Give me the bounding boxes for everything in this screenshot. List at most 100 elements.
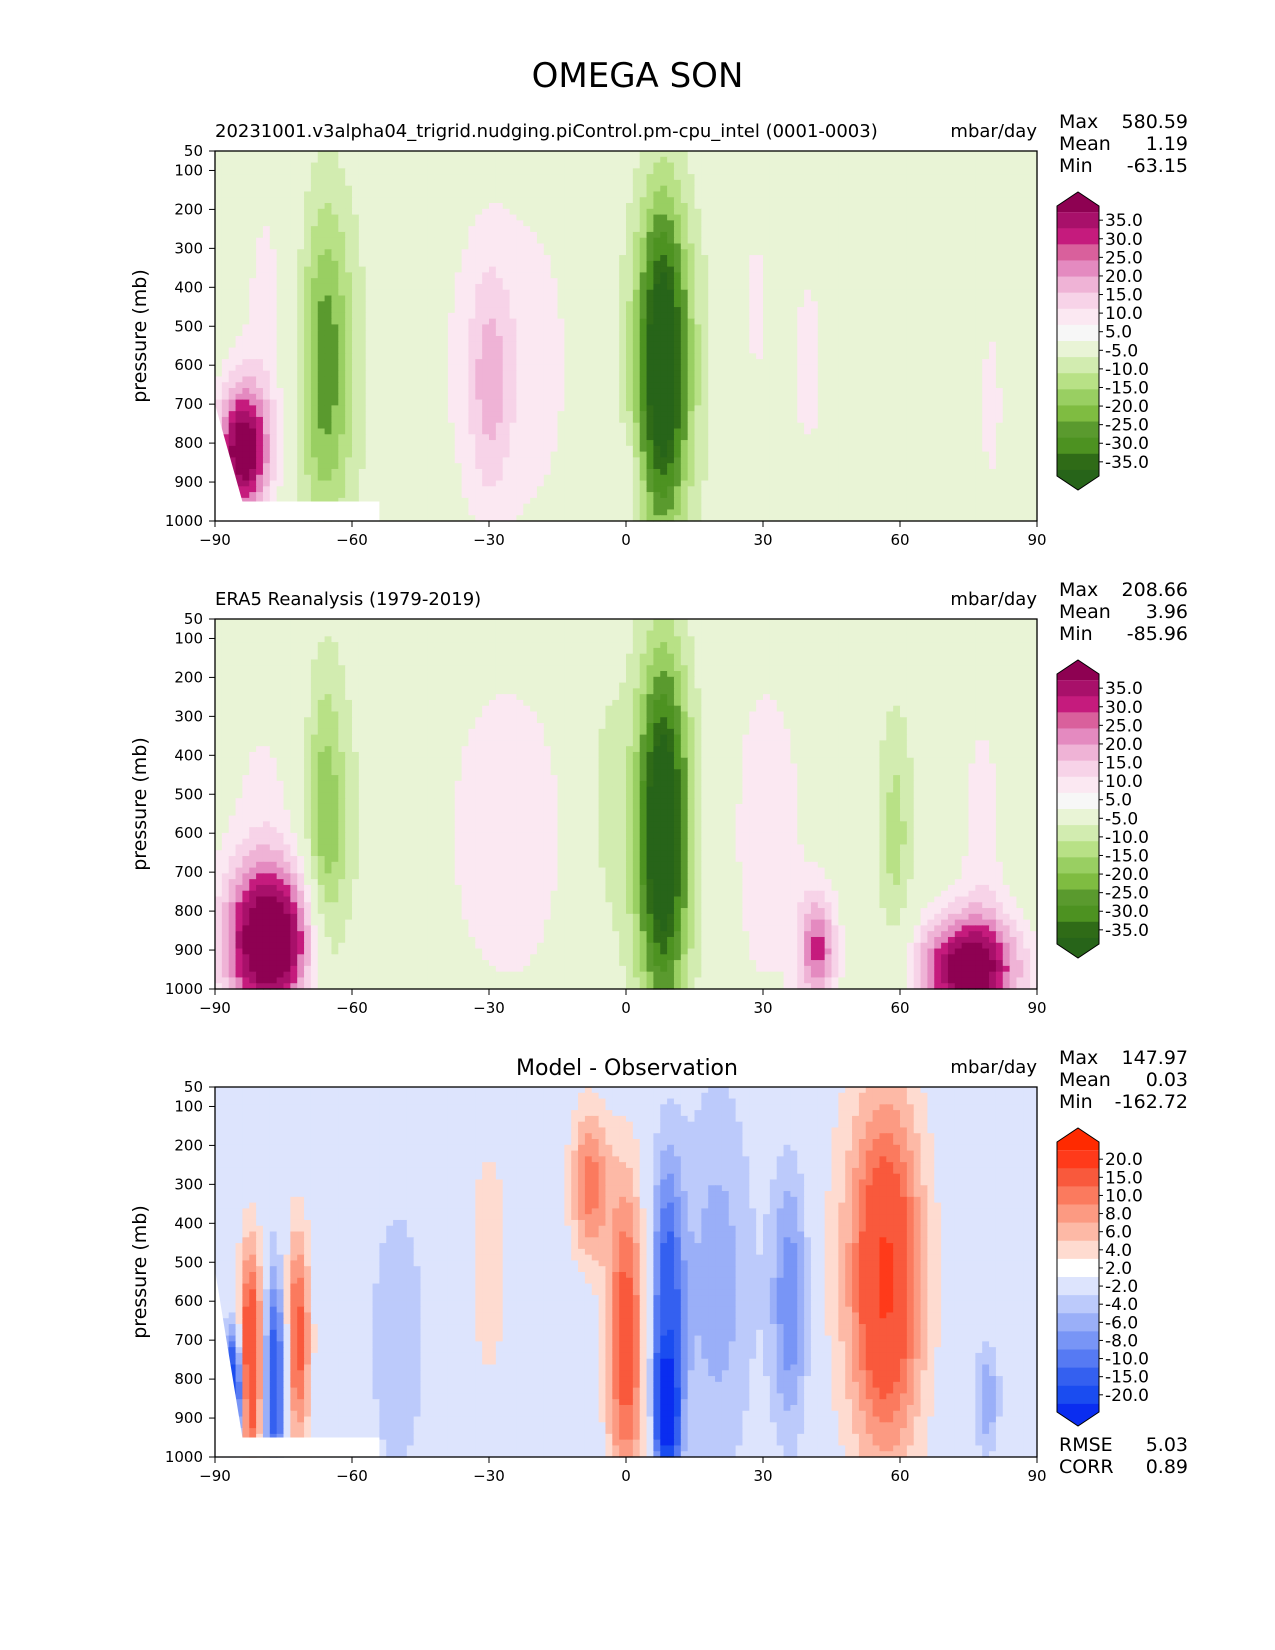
field-cell [365,174,374,181]
field-cell [653,220,661,227]
field-cell [763,341,771,349]
field-cell [660,289,668,297]
field-cell [502,231,511,239]
field-cell [728,191,737,198]
field-cell [947,324,956,331]
field-cell [591,185,600,193]
field-cell [297,255,305,262]
field-cell [619,364,627,372]
field-cell [557,341,565,349]
field-cell [489,324,497,331]
field-cell [886,237,894,245]
field-cell [947,376,956,383]
field-cell [975,307,983,314]
field-cell [1016,312,1024,320]
field-cell [653,266,661,273]
field-cell [845,341,853,349]
field-cell [475,249,483,256]
field-cell [763,168,771,175]
field-cell [530,382,538,389]
field-cell [228,307,237,314]
field-cell [276,260,285,268]
field-cell [386,295,394,302]
field-cell [906,185,915,193]
field-cell [783,208,791,216]
field-cell [420,185,428,193]
field-cell [324,330,333,337]
field-cell [536,231,545,239]
field-cell [824,353,833,360]
field-cell [482,324,490,331]
field-cell [667,220,675,227]
field-cell [687,272,696,279]
field-cell [413,359,422,366]
field-cell [482,318,490,326]
field-cell [906,197,915,204]
field-cell [543,283,552,291]
field-cell [639,237,648,245]
field-cell [489,364,497,372]
field-cell [256,249,264,256]
field-cell [995,266,1004,273]
field-cell [687,289,696,297]
field-cell [838,249,846,256]
field-cell [249,301,257,308]
field-cell [358,260,367,268]
field-cell [961,295,970,302]
field-cell [317,295,326,302]
field-cell [324,278,333,285]
field-cell [680,307,689,314]
field-cell [680,330,689,337]
field-cell [694,151,702,158]
field-cell [900,226,908,233]
field-cell [598,203,607,210]
field-cell [797,295,805,302]
field-cell [352,359,360,366]
field-cell [215,388,223,395]
field-cell [310,382,319,389]
field-cell [475,266,483,273]
field-cell [557,249,565,256]
field-cell [310,278,319,285]
field-cell [468,283,476,291]
field-cell [304,272,312,279]
field-cell [221,364,230,372]
field-cell [667,353,675,360]
field-cell [1023,151,1031,158]
field-cell [660,151,668,158]
field-cell [934,341,942,349]
field-cell [646,335,654,343]
field-cell [406,191,415,198]
field-cell [879,197,887,204]
field-cell [406,231,415,239]
field-cell [968,151,976,158]
field-cell [1030,249,1038,256]
field-cell [242,220,250,227]
field-cell [571,255,579,262]
field-cell [708,388,716,395]
field-cell [523,237,531,245]
field-cell [653,197,661,204]
field-cell [495,174,504,181]
field-cell [235,168,243,175]
field-cell [331,203,339,210]
field-cell [817,243,826,250]
field-cell [393,191,401,198]
field-cell [215,197,223,204]
field-cell [920,364,928,372]
field-cell [543,324,552,331]
field-cell [783,220,791,227]
field-cell [598,364,607,372]
field-cell [941,243,949,250]
field-cell [372,324,380,331]
field-cell [276,179,285,187]
field-cell [995,341,1004,349]
field-cell [420,370,428,378]
field-cell [715,307,723,314]
field-cell [256,168,264,175]
field-cell [536,341,545,349]
field-cell [680,237,689,245]
field-cell [228,335,237,343]
field-cell [872,359,881,366]
field-cell [427,266,435,273]
